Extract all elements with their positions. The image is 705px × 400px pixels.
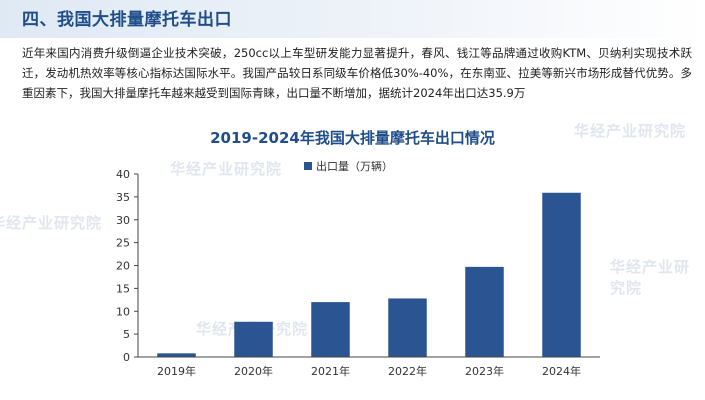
watermark: 华经产业研究院 [574,122,687,140]
watermark: 华经产业研究院 [610,258,691,297]
y-tick-label: 40 [116,168,130,181]
bar-2021年 [311,302,350,357]
x-tick-label: 2022年 [388,364,427,378]
legend-label: 出口量（万辆） [316,159,393,173]
bar-2023年 [465,266,504,357]
x-tick-label: 2024年 [542,364,581,378]
section-header: 四、我国大排量摩托车出口 [0,0,705,38]
bar-2019年 [157,353,196,357]
bars [157,192,581,357]
chart-title: 2019-2024年我国大排量摩托车出口情况 [210,129,495,147]
section-title: 四、我国大排量摩托车出口 [22,10,232,30]
intro-paragraph: 近年来国内消费升级倒逼企业技术突破，250cc以上车型研发能力显著提升，春风、钱… [22,46,692,100]
legend: 出口量（万辆） [304,159,393,173]
x-tick-label: 2023年 [465,364,504,378]
y-tick-label: 30 [116,214,130,227]
watermark: 华经产业研究院 [170,160,283,178]
x-tick-label: 2019年 [157,364,196,378]
x-tick-label: 2020年 [234,364,273,378]
bar-2024年 [542,192,581,357]
y-tick-label: 20 [116,260,130,273]
y-tick-label: 0 [123,351,130,364]
x-tick-label: 2021年 [311,364,350,378]
y-axis: 0 5 10 15 20 25 30 35 40 [116,168,139,364]
bar-2022年 [388,298,427,357]
y-tick-label: 25 [116,237,130,250]
bar-2020年 [234,321,273,357]
y-tick-label: 5 [123,328,130,341]
y-tick-label: 35 [116,191,130,204]
legend-swatch [304,162,312,170]
y-tick-label: 15 [116,282,130,295]
x-axis: 2019年 2020年 2021年 2022年 2023年 2024年 [138,356,600,378]
watermark: 华经产业研究院 [0,214,103,232]
y-tick-label: 10 [116,305,130,318]
